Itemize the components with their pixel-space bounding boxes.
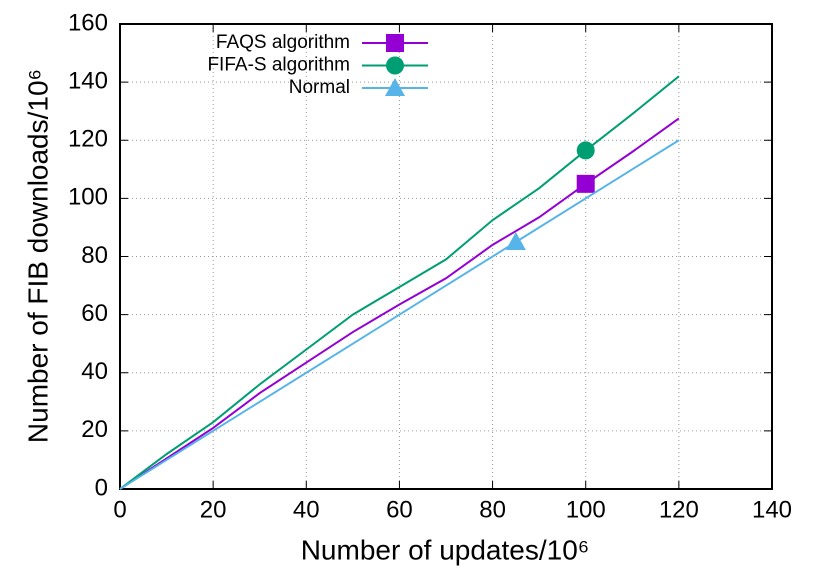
marker (576, 174, 595, 193)
x-tick-label: 20 (200, 496, 227, 523)
x-tick-label: 120 (659, 496, 699, 523)
y-tick-label: 160 (68, 9, 108, 36)
x-tick-label: 0 (113, 496, 126, 523)
legend-marker (386, 34, 404, 52)
y-tick-label: 0 (95, 474, 108, 501)
series-line (119, 117, 680, 490)
y-tick-label: 140 (68, 67, 108, 94)
plot-frame (119, 23, 773, 490)
x-tick-label: 140 (752, 496, 792, 523)
legend-marker (386, 56, 404, 75)
y-axis-title: Number of FIB downloads/10⁶ (22, 69, 53, 443)
x-axis-title: Number of updates/10⁶ (301, 534, 590, 565)
y-tick-label: 20 (81, 416, 108, 443)
marker (576, 141, 595, 160)
y-tick-label: 40 (81, 358, 108, 385)
legend-label: FAQS algorithm (216, 32, 350, 53)
marker (505, 231, 526, 250)
y-tick-label: 60 (81, 300, 108, 327)
y-tick-label: 120 (68, 126, 108, 153)
legend-label: FIFA-S algorithm (207, 55, 350, 76)
y-tick-label: 100 (68, 184, 108, 211)
y-tick-label: 80 (81, 242, 108, 269)
x-tick-label: 100 (566, 496, 606, 523)
series-line (119, 75, 680, 490)
legend-label: Normal (289, 77, 350, 98)
legend-marker (385, 78, 405, 96)
x-tick-label: 80 (479, 496, 506, 523)
x-tick-label: 40 (293, 496, 320, 523)
x-tick-label: 60 (386, 496, 413, 523)
